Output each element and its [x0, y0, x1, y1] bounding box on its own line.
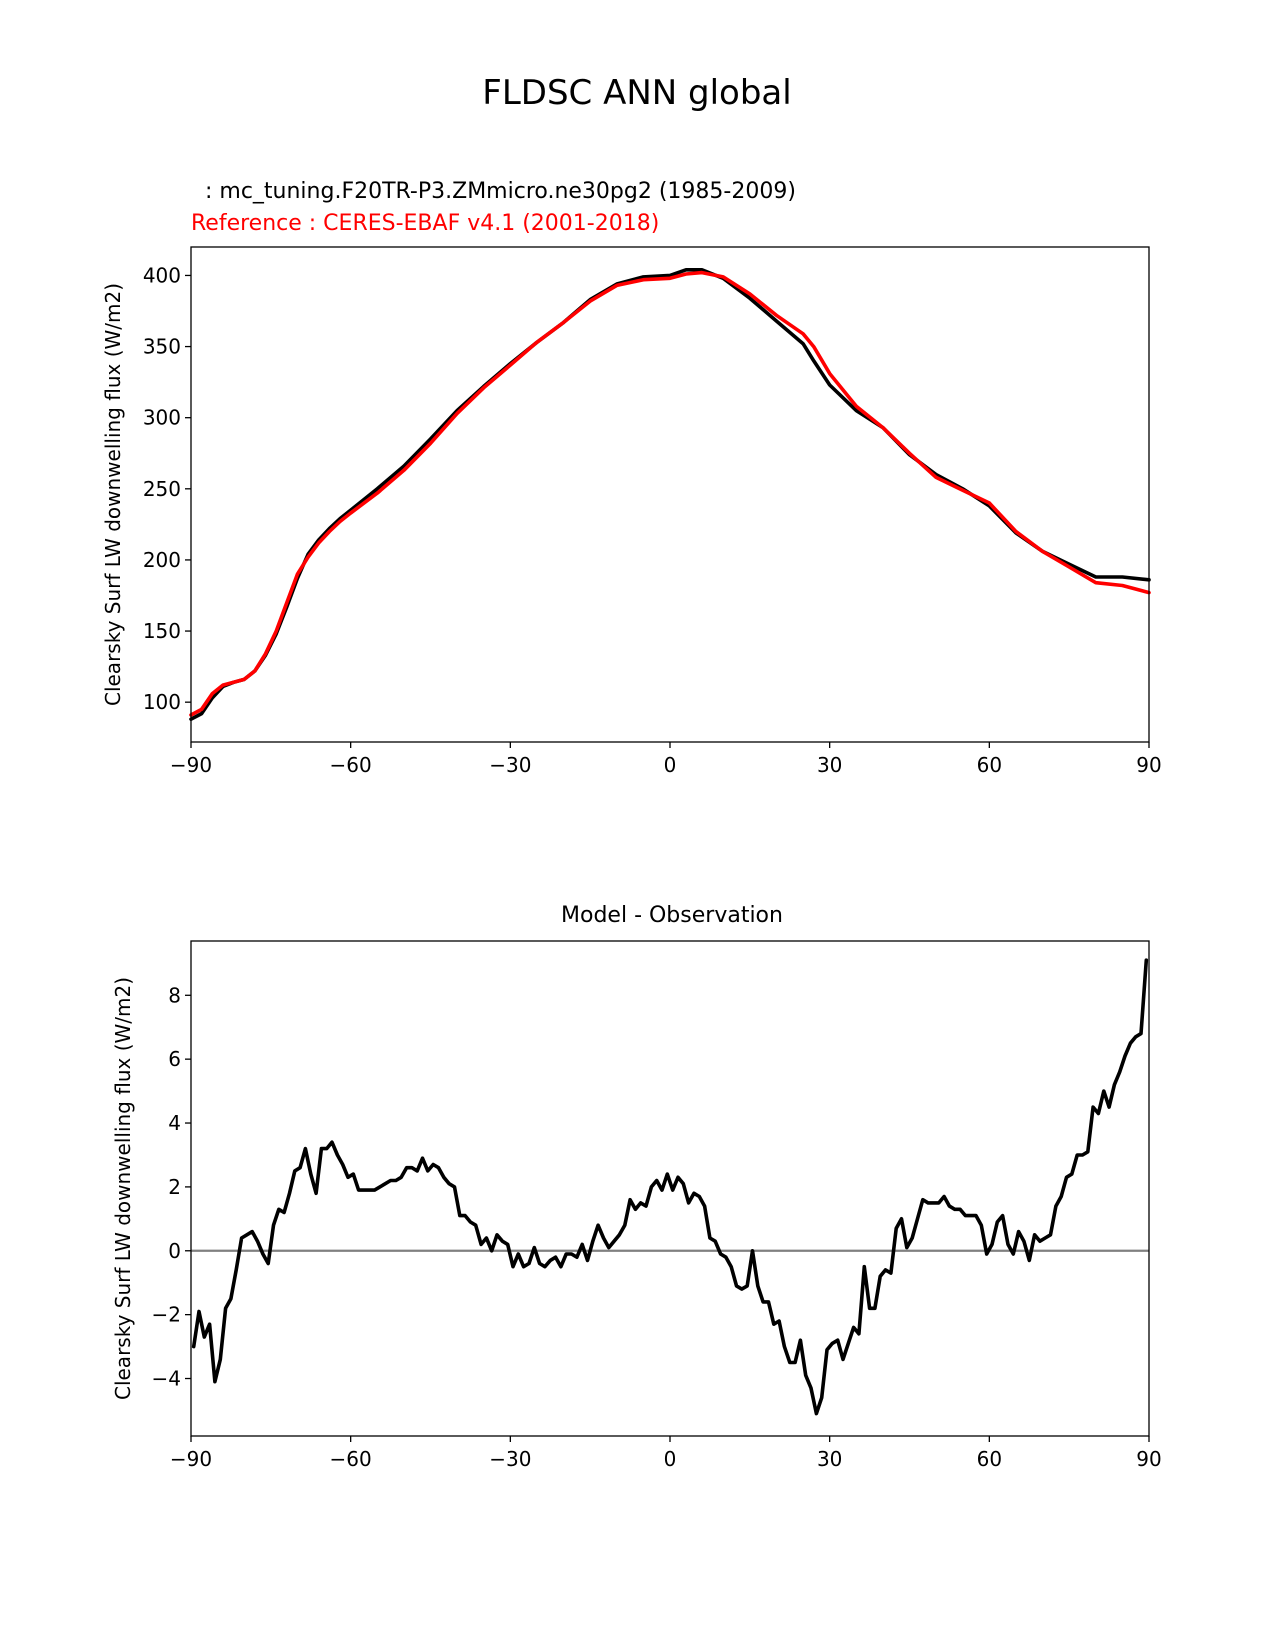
y-tick-label: 100 — [143, 690, 181, 714]
y-tick-label: 400 — [143, 263, 181, 287]
y-tick-label: 2 — [168, 1175, 181, 1199]
y-tick-label: 8 — [168, 983, 181, 1007]
ref-series-line — [189, 270, 1151, 717]
y-tick-label: 0 — [168, 1239, 181, 1263]
axes-frame — [190, 940, 1150, 1437]
x-tick-label: −30 — [489, 1447, 531, 1471]
x-tick-label: −90 — [170, 1447, 212, 1471]
test-case-label: : mc_tuning.F20TR-P3.ZMmicro.ne30pg2 (19… — [191, 179, 796, 204]
y-tick-label: 200 — [143, 548, 181, 572]
x-tick-label: 60 — [977, 1447, 1002, 1471]
x-tick-label: 0 — [664, 1447, 677, 1471]
x-tick-label: −60 — [330, 1447, 372, 1471]
y-axis-label: Clearsky Surf LW downwelling flux (W/m2) — [101, 283, 125, 706]
x-tick-label: 90 — [1136, 1447, 1161, 1471]
y-tick-label: 150 — [143, 619, 181, 643]
x-tick-label: −90 — [170, 753, 212, 777]
test-series-line — [189, 267, 1151, 722]
x-tick-label: 60 — [977, 753, 1002, 777]
y-tick-label: 350 — [143, 335, 181, 359]
reference-label: Reference : CERES-EBAF v4.1 (2001-2018) — [191, 211, 659, 236]
y-tick-label: 4 — [168, 1111, 181, 1135]
y-tick-label: −2 — [152, 1303, 181, 1327]
x-tick-label: 30 — [817, 1447, 842, 1471]
y-tick-label: 250 — [143, 477, 181, 501]
x-tick-label: 90 — [1136, 753, 1161, 777]
axes-frame — [190, 246, 1150, 743]
diff-series-line — [191, 958, 1149, 1416]
y-tick-label: 300 — [143, 406, 181, 430]
y-tick-label: 6 — [168, 1047, 181, 1071]
diff-panel-title: Model - Observation — [561, 903, 783, 928]
top-panel: −90 −60 −30 0 30 60 90 100 150 200 250 300 350 400 Cle… — [101, 246, 1162, 777]
x-tick-label: 30 — [817, 753, 842, 777]
figure-title: FLDSC ANN global — [482, 73, 791, 113]
x-tick-label: −30 — [489, 753, 531, 777]
bottom-panel: −90 −60 −30 0 30 60 90 −4 −2 0 2 4 6 8 Clearsky Surf L… — [111, 940, 1162, 1471]
y-axis-label: Clearsky Surf LW downwelling flux (W/m2) — [111, 977, 135, 1400]
x-tick-label: 0 — [664, 753, 677, 777]
x-tick-label: −60 — [330, 753, 372, 777]
y-tick-label: −4 — [152, 1367, 181, 1391]
